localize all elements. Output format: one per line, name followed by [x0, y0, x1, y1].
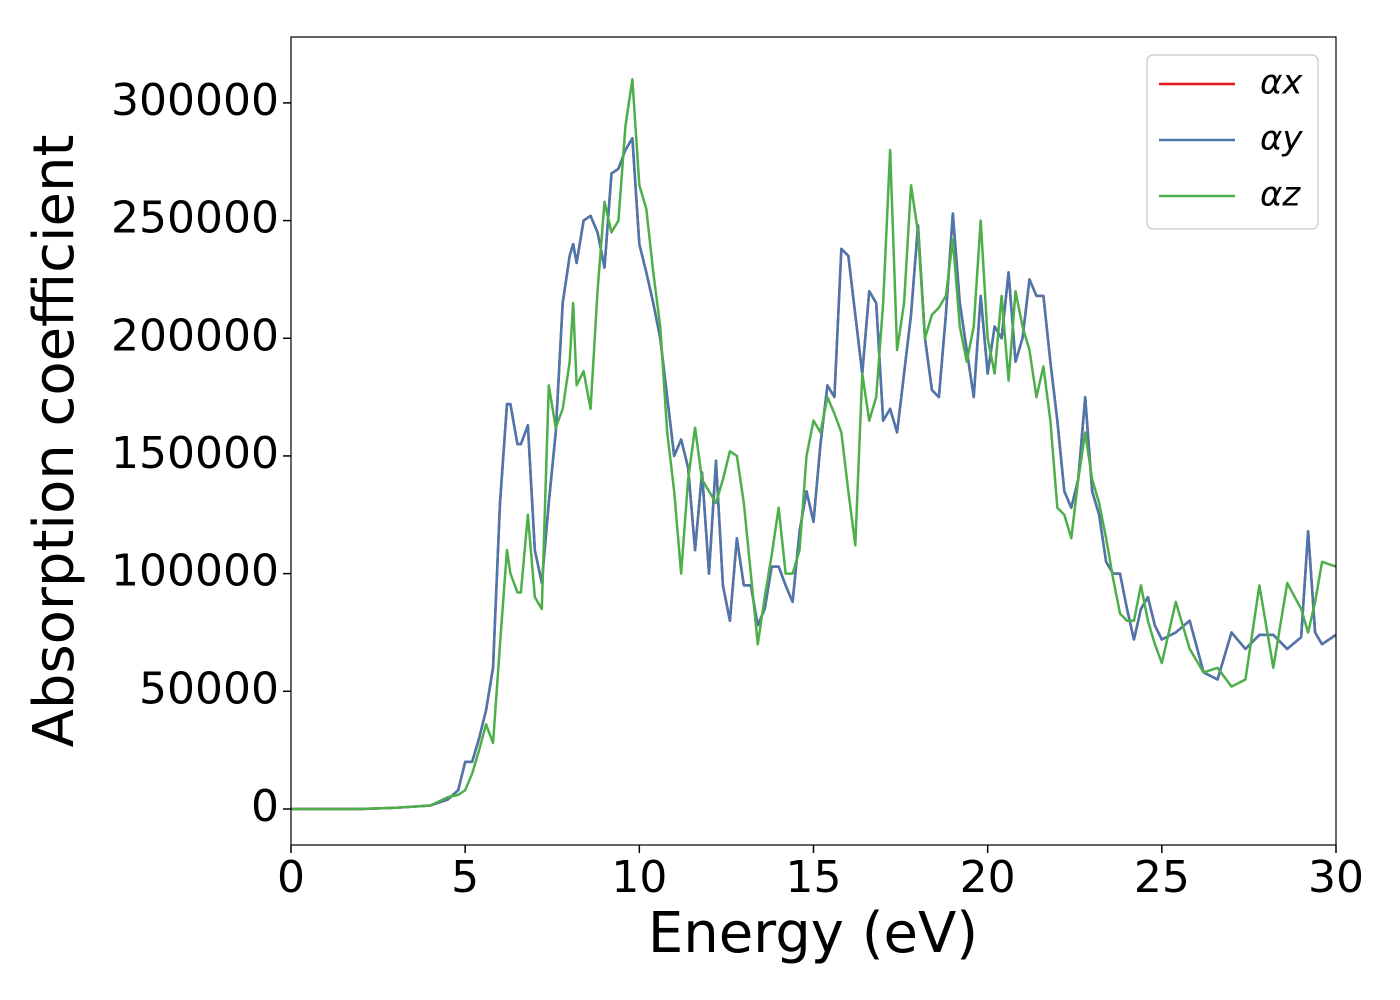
x-tick-label: 25	[1134, 852, 1190, 903]
y-tick-label: 250000	[111, 193, 279, 244]
legend-box	[1146, 54, 1319, 230]
y-tick-label: 50000	[139, 663, 279, 714]
x-tick-label: 5	[451, 852, 479, 903]
series-line	[291, 78, 1336, 811]
y-tick-label: 200000	[111, 310, 279, 361]
y-tick-label: 150000	[111, 428, 279, 479]
y-tick-label: 300000	[111, 75, 279, 126]
series-line	[291, 136, 1336, 811]
x-tick-label: 15	[786, 852, 842, 903]
x-tick-label: 20	[960, 852, 1016, 903]
y-axis-label: Absorption coefficient	[22, 135, 87, 748]
legend-label: αy	[1260, 119, 1303, 159]
x-tick-label: 30	[1308, 852, 1364, 903]
plot-frame	[290, 36, 1337, 846]
legend-label: αz	[1260, 175, 1301, 215]
series-line	[291, 136, 1336, 811]
y-tick-label: 0	[251, 781, 279, 832]
legend-label: αx	[1260, 63, 1303, 103]
x-tick-label: 0	[277, 852, 305, 903]
x-tick-label: 10	[611, 852, 667, 903]
y-tick-label: 100000	[111, 546, 279, 597]
x-axis-label: Energy (eV)	[648, 901, 978, 966]
